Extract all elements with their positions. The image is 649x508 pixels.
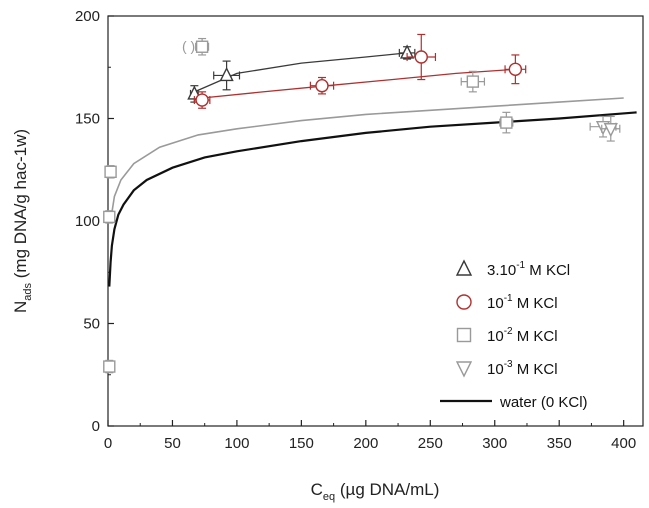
- marker: [103, 360, 116, 373]
- y-tick-labels: 0 50 100 150 200: [75, 8, 100, 435]
- x-tick-label: 200: [353, 435, 378, 452]
- data-point: [309, 76, 335, 95]
- marker: [466, 75, 480, 88]
- data-point: [104, 165, 117, 179]
- legend-marker: [456, 294, 472, 310]
- legend-label: 10-1 M KCl: [487, 293, 558, 312]
- x-tick-labels: 0 50 100 150 200 250 300 350 400: [104, 435, 636, 452]
- x-axis-title-sub: eq: [323, 491, 335, 503]
- marker: [195, 93, 209, 107]
- legend-marker: [456, 327, 472, 343]
- legend-marker: [455, 361, 473, 378]
- y-axis-title-main: N: [11, 301, 30, 313]
- marker: [500, 116, 513, 129]
- x-tick-label: 300: [482, 435, 507, 452]
- fit-curve: [108, 111, 637, 287]
- legend: 3.10-1 M KCl 10-1 M KCl 10-2 M KCl 10-3 M K…: [437, 250, 639, 411]
- marker: [508, 62, 523, 77]
- marker: [414, 50, 428, 64]
- legend-marker: [455, 259, 473, 276]
- x-tick-label: 50: [164, 435, 181, 452]
- x-axis-title-rest: (µg DNA/mL): [335, 480, 439, 499]
- data-point: [195, 37, 210, 56]
- data-points: [103, 33, 621, 374]
- data-point: [406, 33, 437, 81]
- marker: [219, 66, 234, 82]
- data-point: [193, 91, 211, 109]
- x-axis-title: Ceq (µg DNA/mL): [311, 480, 440, 503]
- y-tick-label: 150: [75, 111, 100, 128]
- legend-label: 3.10-1 M KCl: [487, 260, 570, 279]
- data-point: [103, 359, 116, 374]
- y-tick-label: 200: [75, 8, 100, 25]
- data-point: [213, 60, 241, 91]
- marker: [603, 123, 618, 138]
- fit-curve: [109, 97, 624, 222]
- y-tick-label: 0: [92, 418, 100, 435]
- x-tick-label: 0: [104, 435, 112, 452]
- outlier-annotation: ( ): [182, 38, 195, 54]
- x-tick-label: 100: [224, 435, 249, 452]
- x-tick-label: 150: [289, 435, 314, 452]
- marker: [103, 210, 116, 224]
- data-point: [103, 210, 116, 224]
- marker: [104, 165, 117, 179]
- y-axis-title-sub: ads: [22, 282, 34, 300]
- data-point: [504, 54, 527, 85]
- x-tick-label: 350: [547, 435, 572, 452]
- data-point: [601, 115, 621, 142]
- y-tick-label: 50: [83, 316, 100, 333]
- fit-curve: [202, 68, 516, 99]
- marker: [195, 40, 209, 53]
- legend-label: 10-2 M KCl: [487, 326, 558, 345]
- marker: [315, 78, 329, 93]
- x-tick-label: 250: [418, 435, 443, 452]
- x-axis-title-main: C: [311, 480, 323, 499]
- legend-label: water (0 KCl): [499, 394, 588, 411]
- x-tick-label: 400: [611, 435, 636, 452]
- legend-label: 10-3 M KCl: [487, 359, 558, 378]
- y-tick-label: 100: [75, 213, 100, 230]
- y-axis-title: Nads (mg DNA/g hac-1w): [11, 129, 34, 313]
- y-axis-title-rest: (mg DNA/g hac-1w): [11, 129, 30, 283]
- data-point: [499, 111, 514, 134]
- data-point: [460, 70, 486, 93]
